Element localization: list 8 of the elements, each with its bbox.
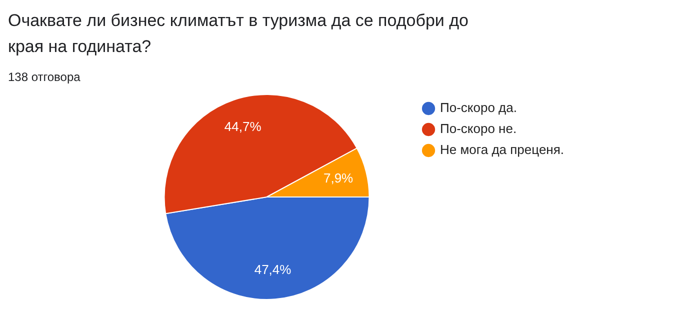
- legend-label: Не мога да преценя.: [440, 142, 564, 158]
- legend-label: По-скоро да.: [440, 100, 517, 116]
- data-label: 47,4%: [254, 262, 292, 278]
- chart-title: Очаквате ли бизнес климатът в туризма да се подобри до края на годината?: [8, 10, 470, 58]
- legend-label: По-скоро не.: [440, 121, 517, 136]
- data-label: 7,9%: [323, 170, 354, 186]
- data-label: 44,7%: [224, 118, 262, 134]
- text: 138 отговора: [8, 70, 82, 84]
